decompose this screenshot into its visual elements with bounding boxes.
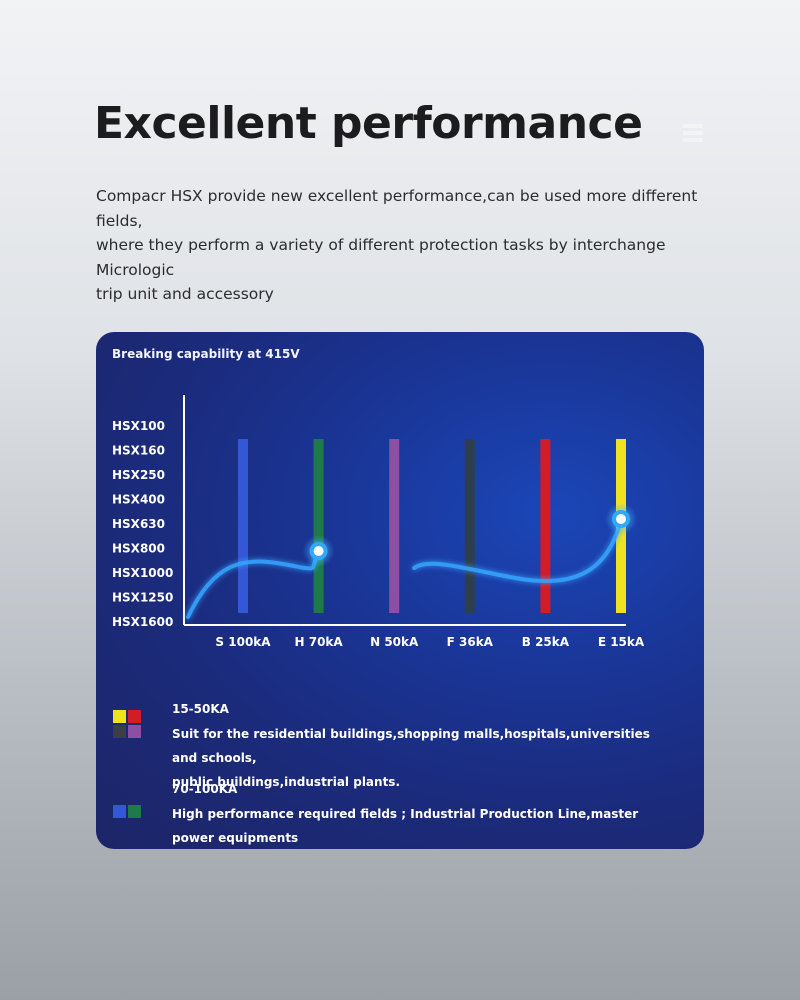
y-tick-label: HSX400 xyxy=(112,493,165,507)
y-tick-label: HSX1000 xyxy=(112,566,173,580)
page-title: Excellent performance xyxy=(94,98,643,149)
x-tick-label: H 70kA xyxy=(295,635,344,649)
trend-curve xyxy=(186,549,321,619)
y-tick-label: HSX1250 xyxy=(112,591,173,605)
y-tick-label: HSX100 xyxy=(112,419,165,433)
x-tick-label: S 100kA xyxy=(215,635,271,649)
bar xyxy=(389,439,400,613)
x-tick-label: N 50kA xyxy=(370,635,419,649)
legend-title: 70-100KA xyxy=(172,782,238,796)
legend-description: Suit for the residential buildings,shopp… xyxy=(172,722,672,794)
chart-card: HSX100 HSX160 HSX250 HSX400 HSX630 HSX800 HSX1… xyxy=(96,332,704,849)
chart-title: Breaking capability at 415V xyxy=(112,347,300,361)
description-line: where they perform a variety of differen… xyxy=(96,236,666,279)
y-tick-label: HSX250 xyxy=(112,468,165,482)
legend-line: High performance required fields ; Indus… xyxy=(172,807,639,845)
x-tick-label: F 36kA xyxy=(447,635,494,649)
legend-swatch xyxy=(128,805,141,818)
highlight-marker-center xyxy=(313,546,324,556)
description: Compacr HSX provide new excellent perfor… xyxy=(96,184,716,307)
trend-curve xyxy=(412,517,623,584)
menu-icon[interactable] xyxy=(683,124,703,146)
legend-swatch xyxy=(113,710,126,723)
breaking-capability-chart: HSX100 HSX160 HSX250 HSX400 HSX630 HSX800 HSX1… xyxy=(112,395,645,649)
legend-swatch xyxy=(128,725,141,738)
legend-line: public buildings,industrial plants. xyxy=(172,775,401,789)
legend-swatch xyxy=(113,805,126,818)
legend-title: 15-50KA xyxy=(172,702,229,716)
legend-swatch xyxy=(113,725,126,738)
bar xyxy=(464,439,475,613)
y-tick-label: HSX800 xyxy=(112,542,165,556)
y-tick-label: HSX1600 xyxy=(112,615,173,629)
x-tick-label: B 25kA xyxy=(522,635,570,649)
bar xyxy=(540,439,551,613)
y-tick-label: HSX160 xyxy=(112,444,165,458)
highlight-marker-center xyxy=(616,514,626,524)
x-tick-label: E 15kA xyxy=(598,635,645,649)
bar xyxy=(313,439,324,613)
menu-icon-bar xyxy=(683,124,703,128)
y-tick-label: HSX630 xyxy=(112,517,165,531)
bar xyxy=(238,439,248,613)
legend-line: Suit for the residential buildings,shopp… xyxy=(172,727,650,765)
legend-swatch xyxy=(128,710,141,723)
menu-icon-bar xyxy=(683,138,703,142)
description-line: Compacr HSX provide new excellent perfor… xyxy=(96,187,698,230)
legend-description: High performance required fields ; Indus… xyxy=(172,802,672,849)
description-line: trip unit and accessory xyxy=(96,285,274,303)
menu-icon-bar xyxy=(683,131,703,135)
